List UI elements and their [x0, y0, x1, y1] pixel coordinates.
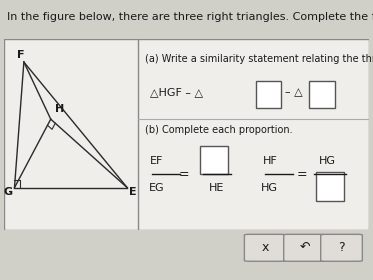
Text: =: =: [179, 168, 189, 181]
FancyBboxPatch shape: [244, 234, 286, 261]
FancyBboxPatch shape: [284, 234, 325, 261]
Text: =: =: [297, 168, 307, 181]
Text: EF: EF: [150, 156, 163, 166]
Text: – △: – △: [285, 88, 303, 97]
FancyBboxPatch shape: [138, 39, 369, 230]
FancyBboxPatch shape: [321, 234, 362, 261]
Text: △HGF – △: △HGF – △: [150, 88, 203, 97]
Text: ↶: ↶: [299, 241, 310, 254]
Text: (a) Write a similarity statement relating the three right triangles.: (a) Write a similarity statement relatin…: [145, 54, 373, 64]
Text: HF: HF: [263, 156, 277, 166]
Text: (b) Complete each proportion.: (b) Complete each proportion.: [145, 125, 292, 135]
Text: G: G: [4, 187, 13, 197]
Text: EG: EG: [149, 183, 164, 193]
Text: HG: HG: [319, 156, 336, 166]
FancyBboxPatch shape: [316, 172, 344, 201]
FancyBboxPatch shape: [4, 39, 138, 230]
FancyBboxPatch shape: [309, 81, 335, 108]
Text: E: E: [129, 187, 136, 197]
Text: HE: HE: [209, 183, 224, 193]
FancyBboxPatch shape: [256, 81, 281, 108]
Text: x: x: [261, 241, 269, 254]
Text: F: F: [17, 50, 25, 60]
Text: HG: HG: [261, 183, 278, 193]
FancyBboxPatch shape: [200, 146, 228, 174]
Text: In the figure below, there are three right triangles. Complete the following.: In the figure below, there are three rig…: [7, 12, 373, 22]
Text: H: H: [55, 104, 64, 114]
Text: ?: ?: [338, 241, 345, 254]
